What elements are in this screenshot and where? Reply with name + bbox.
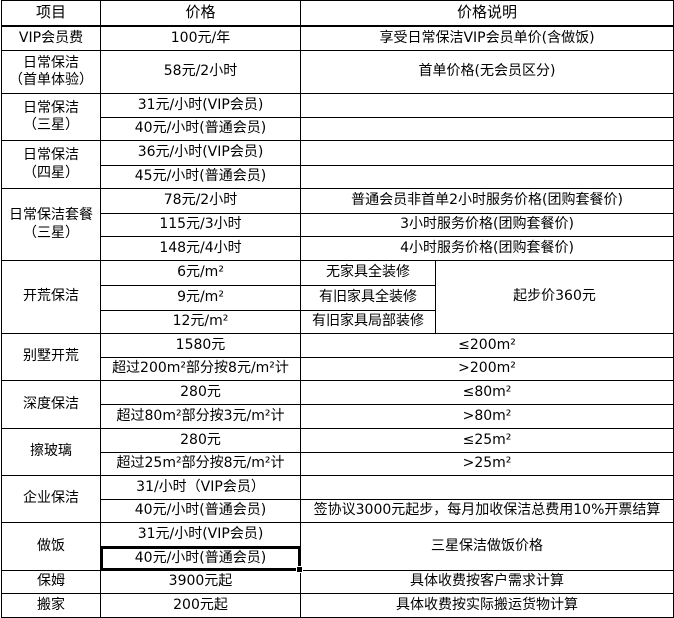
table-row: 40元/小时(普通会员): [2, 117, 674, 141]
price-cell-glass-base[interactable]: 280元: [100, 428, 301, 453]
desc-cell-glass-over[interactable]: >25m²: [299, 452, 674, 476]
desc-cell-daily-trial[interactable]: 首单价格(无会员区分): [299, 50, 674, 94]
desc-cell-empty[interactable]: [299, 93, 674, 118]
desc-cell-pioneer-3[interactable]: 有旧家具局部装修: [300, 310, 436, 334]
desc-cell-pioneer-1[interactable]: 无家具全装修: [300, 260, 436, 286]
desc-cell-empty[interactable]: [299, 165, 674, 189]
desc-cell-villa-over[interactable]: >200m²: [299, 357, 674, 381]
price-cell-pioneer-2[interactable]: 9元/m²: [100, 285, 301, 311]
table-row: 日常保洁 （四星） 36元/小时(VIP会员): [1, 140, 674, 189]
item-cell-daily-trial[interactable]: 日常保洁 （首单体验）: [1, 50, 101, 94]
price-cell-daily-4star-normal[interactable]: 45元/小时(普通会员): [100, 165, 301, 189]
table-row: 做饭 31元/小时(VIP会员) 三星保洁做饭价格: [1, 522, 674, 571]
desc-cell-cooking[interactable]: 三星保洁做饭价格: [299, 522, 674, 571]
desc-cell-package-2h[interactable]: 普通会员非首单2小时服务价格(团购套餐价): [299, 188, 674, 214]
table-row: 45元/小时(普通会员): [2, 165, 674, 189]
desc-cell-moving[interactable]: 具体收费按实际搬运货物计算: [299, 593, 674, 618]
desc-cell-empty[interactable]: [299, 475, 674, 500]
note-cell-pioneer-minimum[interactable]: 起步价360元: [434, 260, 674, 334]
selected-cell-text: 40元/小时(普通会员): [134, 549, 267, 566]
item-cell-cooking[interactable]: 做饭: [1, 522, 101, 571]
desc-cell-vip[interactable]: 享受日常保洁VIP会员单价(含做饭): [299, 25, 674, 51]
price-cell-villa-base[interactable]: 1580元: [100, 333, 301, 358]
price-cell-cooking-normal-selected[interactable]: 40元/小时(普通会员): [100, 546, 303, 573]
table-row: 企业保洁 31/小时（VIP会员）: [1, 475, 674, 523]
price-cell-moving[interactable]: 200元起: [100, 593, 301, 618]
table-row: 超过200m²部分按8元/m²计 >200m²: [2, 357, 674, 381]
price-cell-glass-over[interactable]: 超过25m²部分按8元/m²计: [100, 452, 301, 476]
desc-cell-empty[interactable]: [299, 117, 674, 141]
price-cell-daily-3star-vip[interactable]: 31元/小时(VIP会员): [100, 93, 301, 118]
header-row: 项目 价格 价格说明: [1, 0, 674, 27]
table-row: 超过25m²部分按8元/m²计 >25m²: [2, 452, 674, 476]
price-cell-vip[interactable]: 100元/年: [100, 25, 301, 51]
table-row: 保姆 3900元起 具体收费按客户需求计算: [1, 570, 674, 594]
price-cell-company-vip[interactable]: 31/小时（VIP会员）: [100, 475, 301, 500]
item-cell-package-3star[interactable]: 日常保洁套餐 （三星）: [1, 188, 101, 261]
table-row: 日常保洁 （三星） 31元/小时(VIP会员): [1, 93, 674, 141]
table-row: 超过80m²部分按3元/m²计 >80m²: [2, 404, 674, 429]
table-row: 115元/3小时 3小时服务价格(团购套餐价): [2, 213, 674, 237]
table-row: 擦玻璃 280元 ≤25m²: [1, 428, 674, 476]
item-cell-glass[interactable]: 擦玻璃: [1, 428, 101, 476]
table-row: 12元/m² 有旧家具局部装修: [2, 310, 674, 334]
item-cell-vip[interactable]: VIP会员费: [1, 25, 101, 51]
price-cell-deep-base[interactable]: 280元: [100, 380, 301, 405]
item-cell-nanny[interactable]: 保姆: [1, 570, 101, 594]
desc-cell-villa-base[interactable]: ≤200m²: [299, 333, 674, 358]
price-cell-daily-3star-normal[interactable]: 40元/小时(普通会员): [100, 117, 301, 141]
table-row: 搬家 200元起 具体收费按实际搬运货物计算: [1, 593, 674, 618]
price-cell-company-normal[interactable]: 40元/小时(普通会员): [100, 499, 301, 523]
table-row: 日常保洁套餐 （三星） 78元/2小时 普通会员非首单2小时服务价格(团购套餐价…: [1, 188, 674, 261]
price-cell-cooking-vip[interactable]: 31元/小时(VIP会员): [100, 522, 301, 547]
price-cell-pioneer-1[interactable]: 6元/m²: [100, 260, 301, 286]
table-row: VIP会员费 100元/年 享受日常保洁VIP会员单价(含做饭): [1, 25, 674, 51]
item-cell-pioneer[interactable]: 开荒保洁: [1, 260, 101, 334]
price-cell-villa-over[interactable]: 超过200m²部分按8元/m²计: [100, 357, 301, 381]
selection-fill-handle[interactable]: [296, 566, 303, 573]
desc-cell-package-3h[interactable]: 3小时服务价格(团购套餐价): [299, 213, 674, 237]
price-cell-package-4h[interactable]: 148元/4小时: [100, 236, 301, 261]
item-cell-deep[interactable]: 深度保洁: [1, 380, 101, 429]
table-row: 40元/小时(普通会员) 签协议3000元起步，每月加收保洁总费用10%开票结算: [2, 499, 674, 523]
item-cell-villa[interactable]: 别墅开荒: [1, 333, 101, 381]
table-row: 9元/m² 有旧家具全装修: [2, 285, 674, 311]
item-cell-daily-3star[interactable]: 日常保洁 （三星）: [1, 93, 101, 141]
price-cell-deep-over[interactable]: 超过80m²部分按3元/m²计: [100, 404, 301, 429]
price-cell-daily-4star-vip[interactable]: 36元/小时(VIP会员): [100, 140, 301, 166]
desc-cell-glass-base[interactable]: ≤25m²: [299, 428, 674, 453]
item-cell-daily-4star[interactable]: 日常保洁 （四星）: [1, 140, 101, 189]
header-item: 项目: [1, 0, 101, 27]
price-cell-daily-trial[interactable]: 58元/2小时: [100, 50, 301, 94]
desc-cell-pioneer-2[interactable]: 有旧家具全装修: [300, 285, 436, 311]
item-cell-company[interactable]: 企业保洁: [1, 475, 101, 523]
header-desc: 价格说明: [299, 0, 674, 27]
desc-cell-deep-base[interactable]: ≤80m²: [299, 380, 674, 405]
header-price: 价格: [100, 0, 301, 27]
desc-cell-company[interactable]: 签协议3000元起步，每月加收保洁总费用10%开票结算: [299, 499, 674, 523]
table-row: 别墅开荒 1580元 ≤200m²: [1, 333, 674, 381]
desc-cell-package-4h[interactable]: 4小时服务价格(团购套餐价): [299, 236, 674, 261]
price-cell-package-3h[interactable]: 115元/3小时: [100, 213, 301, 237]
desc-cell-nanny[interactable]: 具体收费按客户需求计算: [299, 570, 674, 594]
item-cell-moving[interactable]: 搬家: [1, 593, 101, 618]
table-row: 开荒保洁 6元/m² 无家具全装修 起步价360元: [1, 260, 674, 334]
price-cell-nanny[interactable]: 3900元起: [100, 570, 301, 594]
price-cell-package-2h[interactable]: 78元/2小时: [100, 188, 301, 214]
table-row: 148元/4小时 4小时服务价格(团购套餐价): [2, 236, 674, 261]
table-row: 深度保洁 280元 ≤80m²: [1, 380, 674, 429]
desc-cell-empty[interactable]: [299, 140, 674, 166]
table-row: 日常保洁 （首单体验） 58元/2小时 首单价格(无会员区分): [1, 50, 674, 94]
price-cell-pioneer-3[interactable]: 12元/m²: [100, 310, 301, 334]
desc-cell-deep-over[interactable]: >80m²: [299, 404, 674, 429]
